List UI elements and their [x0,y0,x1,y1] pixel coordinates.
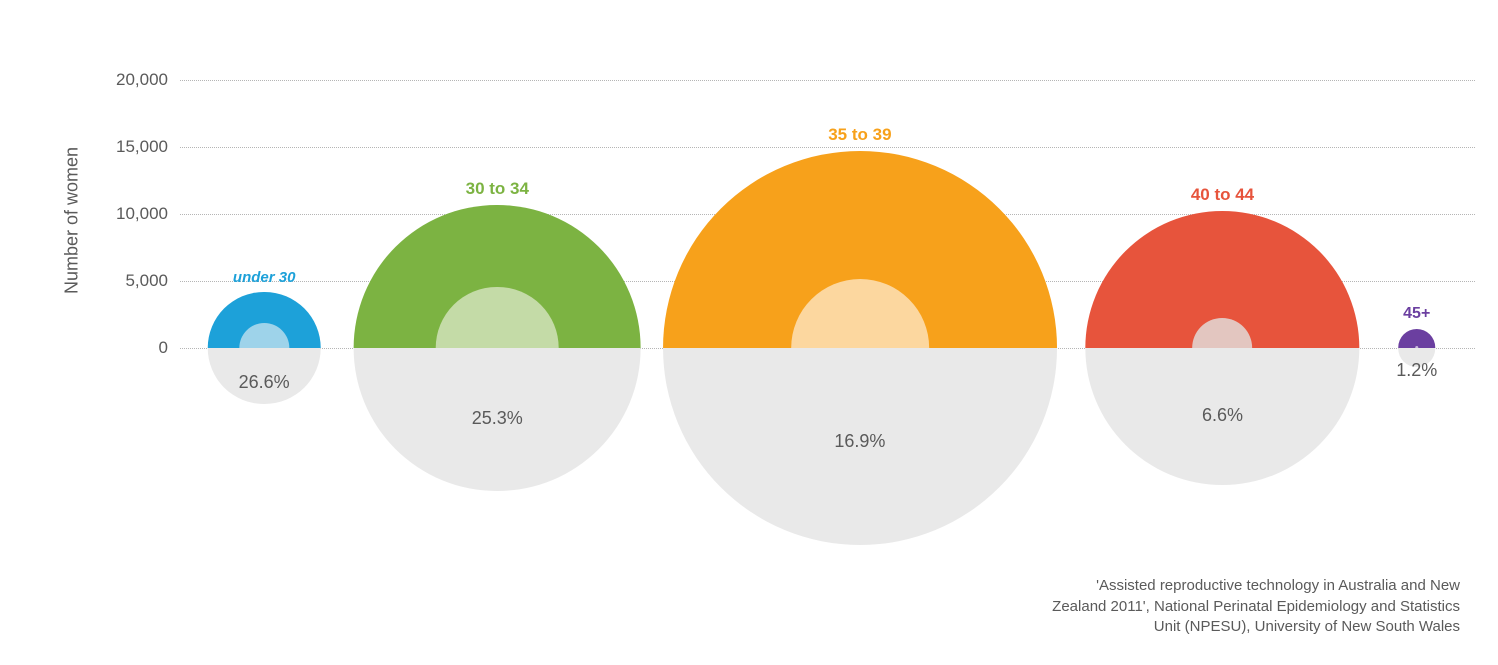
category-label: 35 to 39 [828,125,891,145]
percent-label: 16.9% [834,431,885,452]
y-tick-label: 0 [159,338,180,358]
percent-label: 1.2% [1396,360,1437,381]
outer-semicircle [1398,329,1436,348]
category-label: 40 to 44 [1191,185,1254,205]
y-tick-label: 15,000 [116,137,180,157]
percent-label: 26.6% [239,372,290,393]
percent-label: 25.3% [472,408,523,429]
gridline [180,147,1475,148]
source-line-2: Zealand 2011', National Perinatal Epidem… [1052,597,1460,617]
percent-label: 6.6% [1202,405,1243,426]
category-label: 45+ [1403,305,1430,323]
source-line-1: 'Assisted reproductive technology in Aus… [1052,576,1460,596]
plot-area: 05,00010,00015,00020,000under 3026.6%30 … [180,80,1475,348]
y-tick-label: 10,000 [116,204,180,224]
category-label: under 30 [233,269,296,286]
y-tick-label: 5,000 [125,271,180,291]
gridline [180,80,1475,81]
source-line-3: Unit (NPESU), University of New South Wa… [1052,617,1460,637]
category-label: 30 to 34 [466,179,529,199]
chart-container: Number of women 05,00010,00015,00020,000… [0,0,1498,665]
y-axis-label: Number of women [62,121,83,321]
y-tick-label: 20,000 [116,70,180,90]
source-citation: 'Assisted reproductive technology in Aus… [1052,576,1460,637]
